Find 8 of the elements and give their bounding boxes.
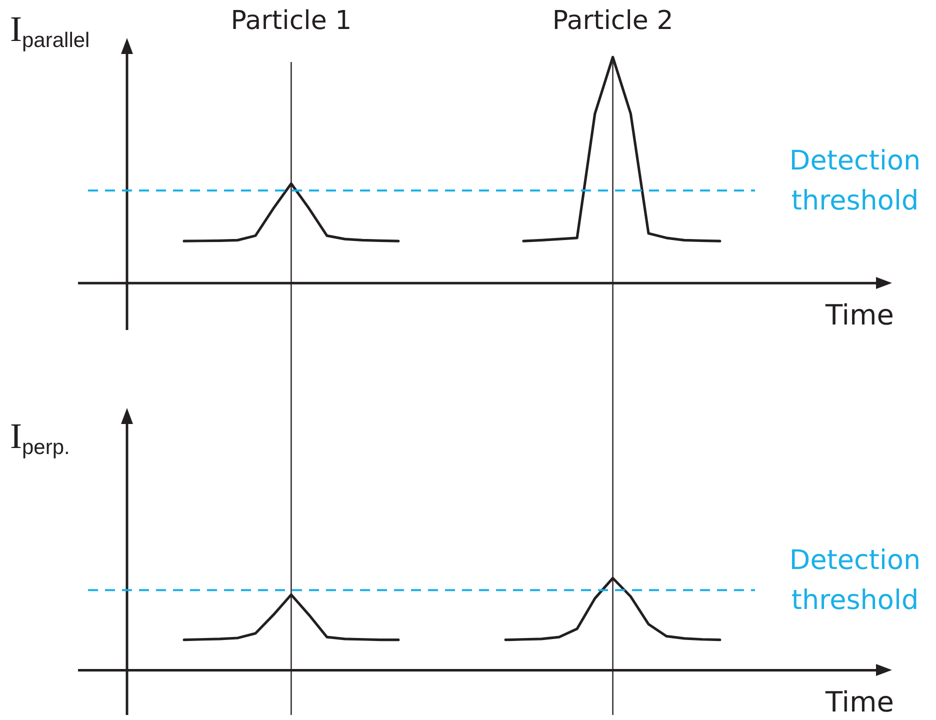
x-axis-title: Time [824,686,894,719]
ref-line-label: Detection threshold [789,545,921,616]
y-axis-title: I$_{perp.}$ [10,415,70,460]
text: Particle 1 [230,6,352,36]
ref-line-label: Detection threshold [789,145,921,216]
text: Particle 2 [552,6,674,36]
x-axis-title: Time [824,298,894,332]
y-axis-title: I$_{parallel}$ [10,8,90,53]
